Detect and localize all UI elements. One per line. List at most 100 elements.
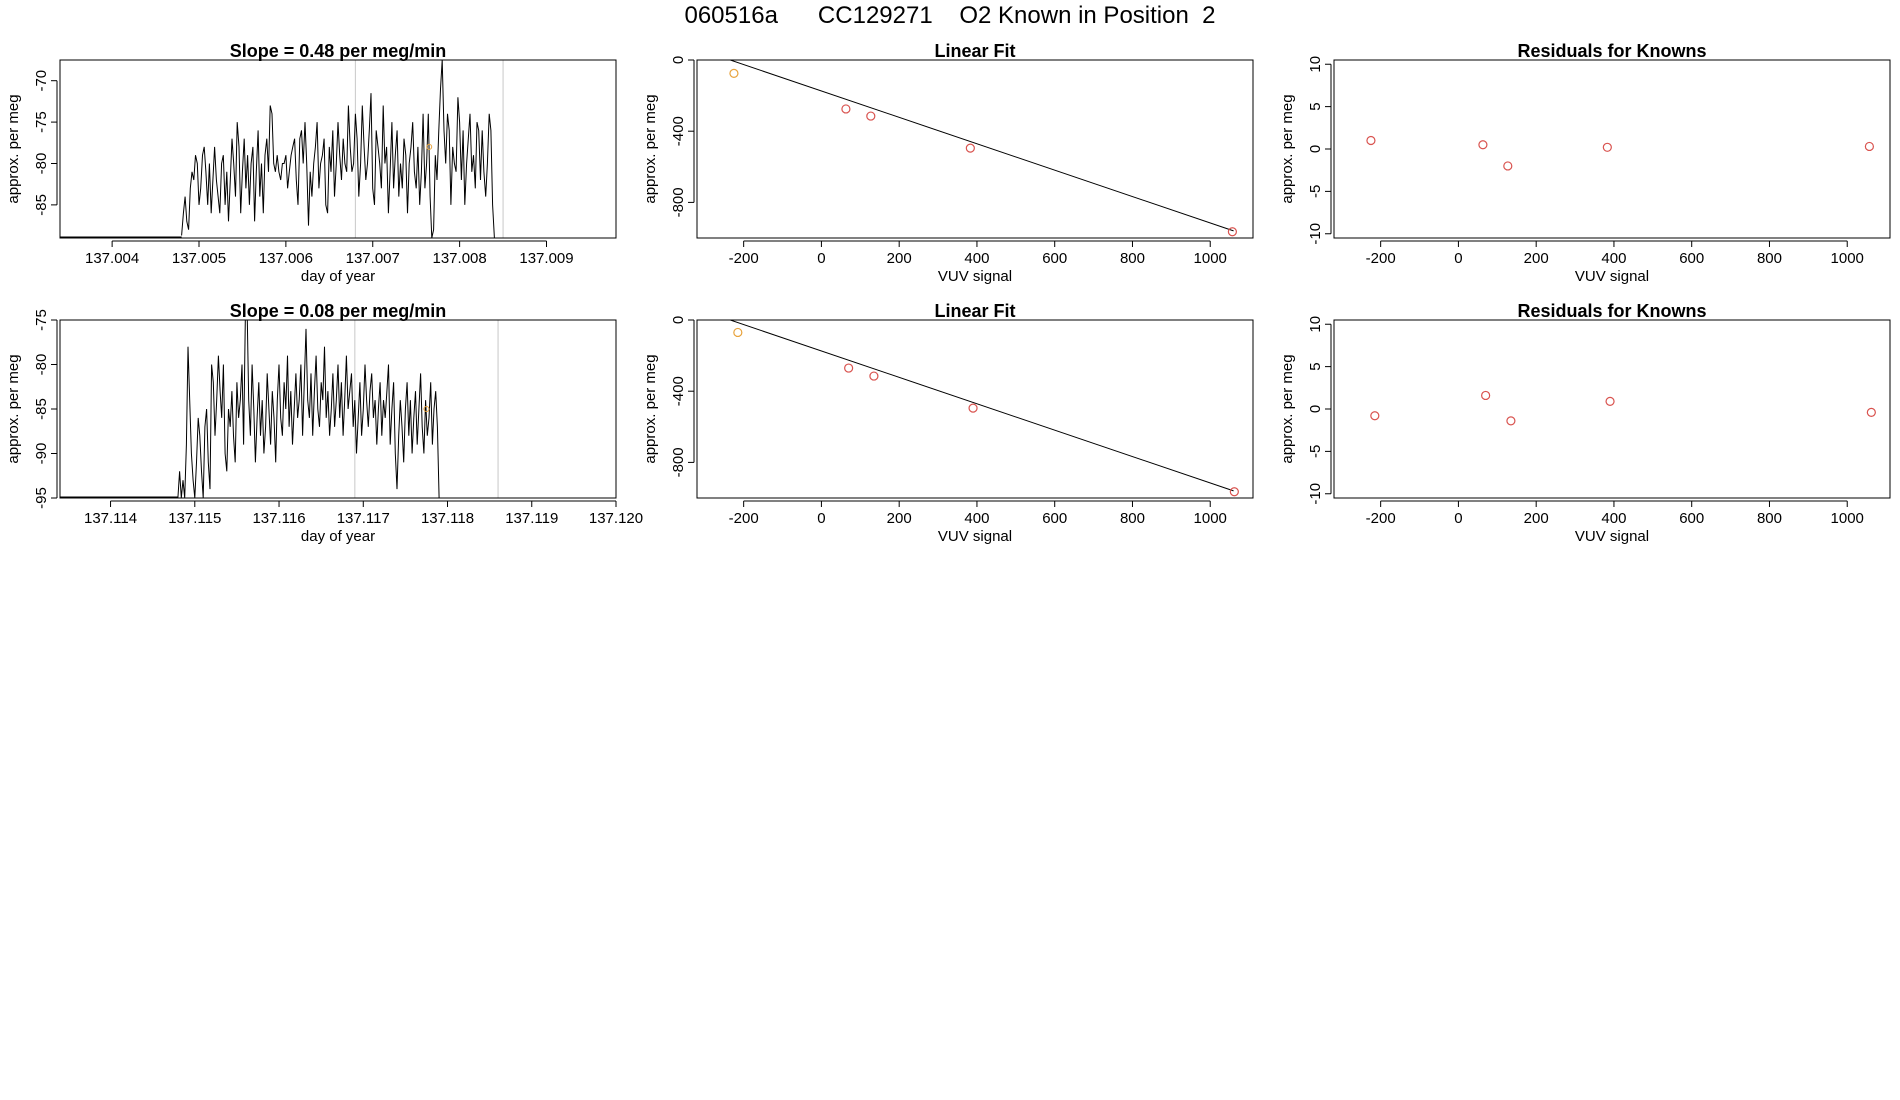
y-axis-label: approx. per meg: [5, 354, 22, 463]
x-tick-label: 400: [964, 510, 989, 527]
x-axis-label: VUV signal: [1575, 528, 1649, 545]
plot-frame: [696, 59, 1254, 239]
y-axis-label: approx. per meg: [642, 94, 659, 203]
x-tick-label: 137.120: [589, 510, 643, 527]
x-tick-label: 1000: [1194, 510, 1227, 527]
x-axis-label: day of year: [301, 268, 375, 285]
plot-area: [728, 320, 1234, 492]
y-tick-label: 10: [1307, 316, 1324, 333]
chart-fit1: Linear Fit -200 0 200 400 600 800 1000 VUV signa…: [642, 41, 1254, 285]
y-axis-label: approx. per meg: [1279, 354, 1296, 463]
chart-fit2: Linear Fit -200 0 200 400 600 800 1000 VUV signa…: [642, 301, 1254, 545]
y-tick-label: 0: [670, 56, 687, 64]
fit-line: [728, 60, 1234, 232]
x-tick-label: 600: [1679, 250, 1704, 267]
highlight-marker: [426, 143, 433, 150]
x-tick-label: 137.118: [421, 510, 474, 527]
y-tick-label: -75: [33, 111, 50, 133]
chart-title: Linear Fit: [934, 41, 1015, 61]
data-point: [841, 104, 851, 114]
y-tick-label: -5: [1307, 445, 1324, 458]
chart-ts1: Slope = 0.48 per meg/min 137.004 137.005 13…: [5, 41, 617, 285]
x-tick-label: 1000: [1831, 510, 1864, 527]
data-point: [729, 68, 739, 78]
y-tick-label: -5: [1307, 185, 1324, 198]
data-point: [1229, 487, 1239, 497]
y-tick-label: 10: [1307, 56, 1324, 73]
chart-title: Residuals for Knowns: [1517, 41, 1706, 61]
x-tick-label: 600: [1042, 510, 1067, 527]
data-point: [1864, 141, 1874, 152]
data-point: [1506, 416, 1516, 426]
x-tick-label: 137.009: [519, 250, 573, 267]
x-tick-label: 0: [817, 510, 825, 527]
x-axis-label: day of year: [301, 528, 375, 545]
x-tick-label: 800: [1757, 510, 1782, 527]
chart-ts2: Slope = 0.08 per meg/min 137.114 137.115 13…: [5, 301, 643, 545]
x-tick-label: 0: [1454, 250, 1462, 267]
data-point: [1370, 411, 1380, 421]
plot-area: [60, 60, 495, 238]
x-tick-label: 400: [1601, 250, 1626, 267]
plot-area: [60, 320, 440, 498]
x-tick-label: 137.119: [505, 510, 558, 527]
y-tick-label: -10: [1307, 223, 1324, 245]
data-point: [869, 371, 879, 381]
x-axis-label: VUV signal: [938, 528, 1012, 545]
y-axis-label: approx. per meg: [5, 94, 22, 203]
x-tick-label: 137.115: [168, 510, 221, 527]
plot-frame: [696, 319, 1254, 499]
y-tick-label: -80: [33, 153, 50, 175]
x-tick-label: 137.117: [337, 510, 390, 527]
chart-title: Slope = 0.08 per meg/min: [230, 301, 447, 321]
y-tick-label: 0: [670, 316, 687, 324]
data-point: [1605, 396, 1615, 406]
chart-title: Residuals for Knowns: [1517, 301, 1706, 321]
y-tick-label: 0: [1307, 405, 1324, 413]
x-tick-label: -200: [1366, 510, 1396, 527]
x-tick-label: 137.008: [433, 250, 487, 267]
chart-res1: Residuals for Knowns-200 0 200 400 600 800 100…: [1279, 41, 1891, 285]
data-point: [968, 403, 978, 413]
x-tick-label: 800: [1757, 250, 1782, 267]
x-tick-label: 600: [1679, 510, 1704, 527]
data-point: [1602, 142, 1612, 152]
y-tick-label: -400: [670, 116, 687, 146]
x-axis-label: VUV signal: [1575, 268, 1649, 285]
y-tick-label: -95: [33, 487, 50, 509]
data-point: [1227, 227, 1237, 237]
plot-area: [728, 60, 1234, 232]
x-tick-label: 200: [887, 250, 912, 267]
y-tick-label: -90: [33, 443, 50, 465]
chart-title: Slope = 0.48 per meg/min: [230, 41, 447, 61]
x-axis-label: VUV signal: [938, 268, 1012, 285]
chart-title: Linear Fit: [934, 301, 1015, 321]
chart-res2: Residuals for Knowns -200 0 200 400 600 800 100…: [1279, 301, 1891, 545]
x-tick-label: 137.006: [259, 250, 313, 267]
x-tick-label: 137.116: [252, 510, 305, 527]
plot-frame: [59, 319, 617, 499]
x-tick-label: 1000: [1831, 250, 1864, 267]
x-tick-label: 400: [964, 250, 989, 267]
x-tick-label: 137.114: [84, 510, 137, 527]
data-point: [965, 143, 975, 153]
data-point: [1366, 135, 1376, 146]
x-tick-label: -200: [729, 510, 759, 527]
highlight-marker: [423, 406, 430, 412]
plot-frame: [1333, 59, 1891, 239]
x-tick-label: 200: [887, 510, 912, 527]
x-tick-label: 0: [817, 250, 825, 267]
x-tick-label: 800: [1120, 510, 1145, 527]
series-line: [177, 320, 440, 498]
x-tick-label: 400: [1601, 510, 1626, 527]
data-point: [1481, 390, 1491, 401]
x-tick-label: 137.005: [172, 250, 226, 267]
x-tick-label: 200: [1524, 510, 1549, 527]
x-tick-label: 600: [1042, 250, 1067, 267]
y-tick-label: -75: [33, 309, 50, 331]
x-tick-label: 137.004: [85, 250, 139, 267]
y-tick-label: -85: [33, 398, 50, 420]
x-tick-label: 1000: [1194, 250, 1227, 267]
y-tick-label: -400: [670, 376, 687, 406]
